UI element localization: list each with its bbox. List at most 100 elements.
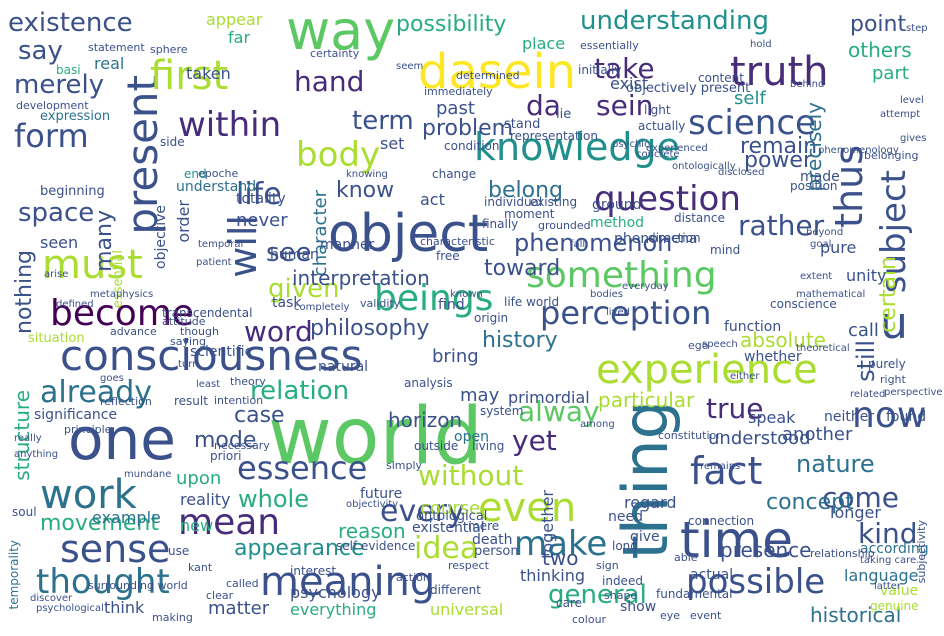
word: reflection <box>100 395 152 408</box>
word: place <box>522 34 566 53</box>
word: something <box>526 255 717 296</box>
word: natural <box>318 359 369 375</box>
word: existential <box>412 520 485 536</box>
word: call <box>848 320 879 341</box>
word: presence <box>720 538 812 562</box>
word: soul <box>12 505 37 519</box>
word: psychological <box>36 603 104 614</box>
word: behind <box>790 79 825 90</box>
word: object <box>328 204 489 264</box>
word: different <box>430 583 481 597</box>
word: death <box>472 532 513 548</box>
word: order <box>174 200 193 243</box>
word: characteristic <box>420 235 495 248</box>
word: change <box>432 167 477 181</box>
word: living <box>472 439 505 453</box>
word: grounded <box>538 219 591 232</box>
word: matter <box>208 598 270 619</box>
word: even <box>478 485 577 531</box>
word: known <box>450 289 483 300</box>
word: determined <box>456 69 520 82</box>
word: initially <box>578 63 622 77</box>
word: long <box>612 539 638 553</box>
word: understand <box>176 179 257 195</box>
word: meaning <box>260 559 436 605</box>
word: phenomenon <box>514 229 673 257</box>
word: event <box>690 609 722 622</box>
word: may <box>460 385 500 406</box>
word: direction <box>648 231 701 245</box>
word: come <box>822 481 900 514</box>
word: work <box>40 472 137 518</box>
word: transcendental <box>162 306 253 320</box>
word: belonging <box>864 149 919 162</box>
word: mode <box>194 428 257 453</box>
word: attitude <box>162 315 206 328</box>
word: free <box>436 249 460 263</box>
word: everyday <box>622 281 669 292</box>
word: able <box>674 551 698 564</box>
word: find <box>438 297 465 313</box>
word: eye <box>660 609 681 622</box>
word: extent <box>800 271 833 282</box>
word: universal <box>430 600 504 619</box>
word: philosophy <box>310 316 430 341</box>
word: term <box>352 106 414 136</box>
word: general <box>548 580 647 610</box>
word: others <box>848 38 912 62</box>
word: totality <box>236 191 286 207</box>
word: completely <box>294 302 350 313</box>
word: set <box>380 134 405 153</box>
word: nature <box>796 450 875 478</box>
word: mundane <box>124 469 172 480</box>
word: perspective <box>884 387 943 398</box>
word: never <box>236 210 288 231</box>
word: absolute <box>740 328 826 352</box>
word: word <box>244 315 313 348</box>
word: intention <box>214 394 264 407</box>
word: patient <box>196 257 232 268</box>
word: simply <box>386 459 423 472</box>
word: content <box>698 71 744 85</box>
word: given <box>268 274 340 304</box>
word: analysis <box>404 376 453 390</box>
word: two <box>542 546 579 570</box>
word: either <box>730 371 760 382</box>
word: conscience <box>770 297 837 311</box>
word: understood <box>708 428 811 449</box>
word: called <box>226 577 259 590</box>
word: interpretation <box>292 266 430 290</box>
word: metaphysics <box>90 289 154 300</box>
word: function <box>724 319 782 335</box>
word: taken <box>186 64 231 83</box>
word: genuine <box>870 599 919 613</box>
word: hand <box>294 65 365 98</box>
word: history <box>482 328 558 353</box>
word: mere <box>468 519 500 533</box>
word: representation <box>510 129 599 143</box>
word: clear <box>206 589 234 602</box>
word: really <box>14 433 42 444</box>
word: beings <box>374 278 494 319</box>
word: scientific <box>190 344 253 360</box>
word: sense <box>60 527 171 571</box>
word: beyond <box>806 227 844 238</box>
word: problem <box>422 116 514 141</box>
word: goal <box>810 239 832 250</box>
word: theoretical <box>796 343 850 354</box>
word: u <box>880 298 908 349</box>
word: pure <box>820 238 857 257</box>
word: turn <box>178 359 199 370</box>
word: step <box>906 23 928 34</box>
word: immediately <box>424 85 493 98</box>
word: related <box>850 389 886 400</box>
word: care <box>556 596 583 610</box>
word: objective <box>153 205 169 269</box>
word: according <box>860 541 929 557</box>
word: making <box>152 611 193 624</box>
word: without <box>418 459 524 492</box>
word: time <box>680 511 793 569</box>
word: use <box>168 544 190 558</box>
word: sein <box>596 89 654 122</box>
